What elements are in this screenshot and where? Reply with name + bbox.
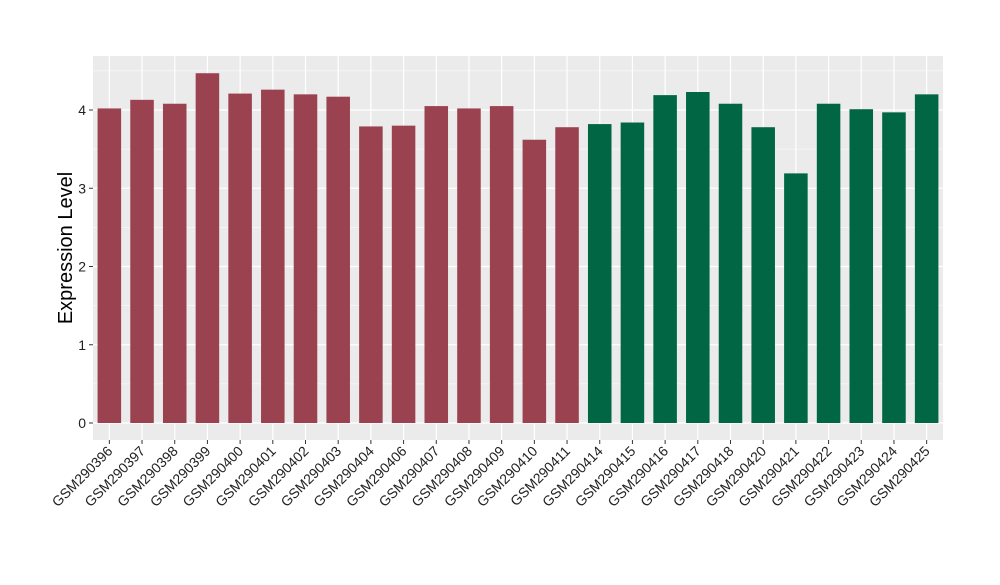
bar-GSM290421 bbox=[784, 173, 808, 423]
bar-GSM290402 bbox=[293, 94, 318, 423]
bar-GSM290420 bbox=[751, 127, 775, 423]
bar-GSM290408 bbox=[457, 108, 481, 423]
bar-GSM290410 bbox=[522, 139, 547, 424]
bar-GSM290409 bbox=[489, 106, 514, 424]
bar-GSM290418 bbox=[718, 103, 743, 424]
bar-GSM290399 bbox=[195, 73, 220, 423]
y-tick-label: 4 bbox=[78, 102, 86, 118]
bar-GSM290417 bbox=[686, 92, 710, 423]
y-axis: 0 1 2 3 4 bbox=[78, 102, 93, 431]
y-tick-label: 1 bbox=[78, 337, 86, 353]
plot-panel bbox=[93, 56, 943, 440]
bar-GSM290425 bbox=[914, 94, 939, 423]
bar-GSM290407 bbox=[424, 106, 449, 424]
bar-GSM290422 bbox=[816, 103, 841, 424]
bars bbox=[97, 73, 939, 424]
bar-GSM290424 bbox=[882, 112, 906, 423]
bar-GSM290396 bbox=[97, 108, 122, 423]
bar-GSM290415 bbox=[620, 122, 645, 424]
bar-GSM290416 bbox=[653, 95, 677, 423]
bar-GSM290401 bbox=[261, 89, 285, 423]
bar-GSM290398 bbox=[162, 103, 187, 424]
bar-GSM290397 bbox=[130, 99, 154, 423]
bar-GSM290411 bbox=[555, 127, 579, 423]
bar-GSM290406 bbox=[391, 125, 416, 424]
bar-GSM290404 bbox=[359, 126, 383, 424]
x-axis: GSM290396GSM290397GSM290398GSM290399GSM2… bbox=[49, 440, 933, 510]
bar-GSM290403 bbox=[326, 96, 350, 423]
bar-GSM290423 bbox=[849, 109, 874, 423]
bar-GSM290400 bbox=[228, 93, 252, 423]
y-tick-label: 3 bbox=[78, 180, 86, 196]
bar-GSM290414 bbox=[587, 124, 612, 424]
y-tick-label: 2 bbox=[78, 259, 86, 275]
y-tick-label: 0 bbox=[78, 415, 86, 431]
y-axis-title: Expression Level bbox=[55, 172, 77, 324]
